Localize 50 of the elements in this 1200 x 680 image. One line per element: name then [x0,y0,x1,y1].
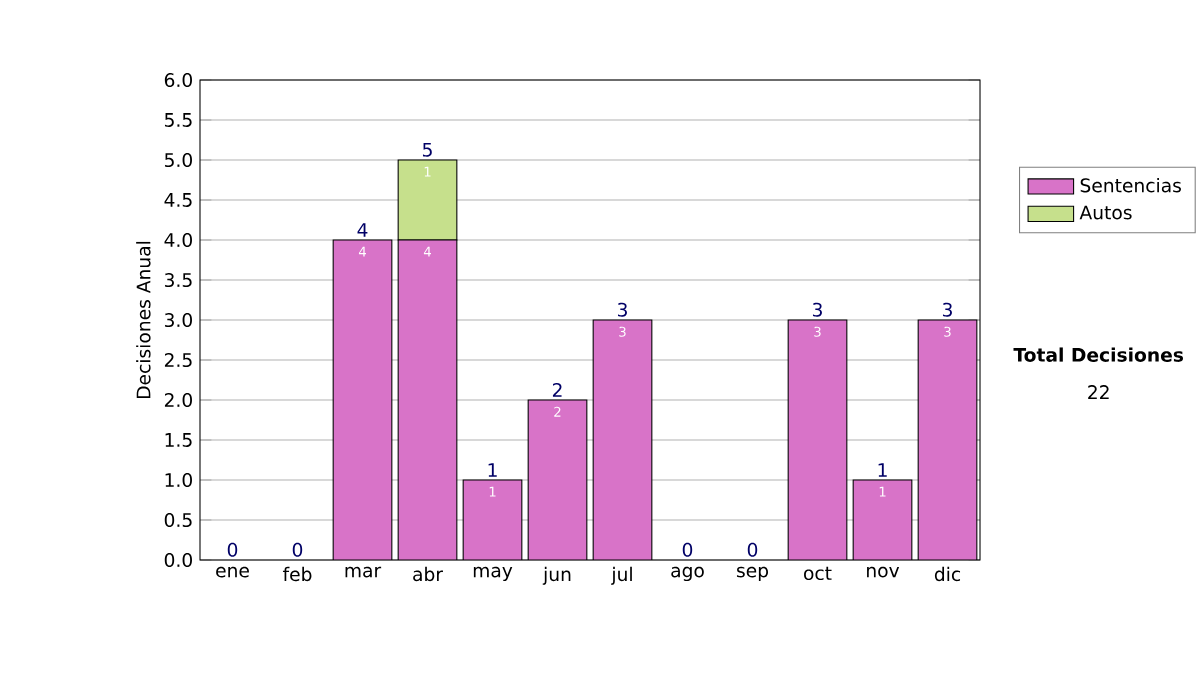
y-tick-label: 4.0 [164,232,192,248]
y-tick-label: 5.5 [164,113,192,127]
y-tick-label: 0.5 [164,512,192,528]
y-tick-label: 0.0 [164,552,192,568]
x-tick-label: mar [345,566,382,578]
bar [463,480,522,560]
y-tick-label: 4.5 [164,193,192,207]
y-tick-label: 2.0 [164,392,192,408]
text: 22 [1088,385,1109,399]
total-label: 1 [488,463,497,477]
total-label: 0 [682,542,693,557]
total-label: 0 [747,542,758,557]
y-tick-label: 1.0 [165,472,192,488]
y-tick-label: 3.0 [164,312,192,328]
total-label: 5 [422,142,432,157]
x-tick-label: jun [542,566,571,585]
x-tick-label: ene [216,566,249,578]
x-tick-label: jul [611,566,632,585]
legend-label: Autos [1079,205,1132,220]
bar [852,479,913,560]
legend-label: Sentencias [1080,177,1181,193]
total-label: 0 [227,542,238,557]
total-label: 0 [292,542,303,557]
bar [787,319,848,560]
x-tick-label: sep [736,566,769,582]
bar [333,240,392,560]
x-tick-label: may [473,566,513,582]
total-label: 3 [618,302,627,317]
x-tick-label: ago [671,566,704,582]
y-tick-label: 5.0 [164,152,192,168]
x-tick-label: abr [413,566,443,582]
bar [528,400,587,560]
text: Total Decisiones [1013,347,1184,362]
y-tick-label: 2.5 [164,352,192,368]
x-tick-label: oct [804,566,832,581]
x-tick-label: nov [867,566,900,578]
bar [398,240,457,560]
total-label: 4 [357,223,368,237]
y-tick-label: 3.5 [164,272,192,288]
y-tick-label: 6.0 [164,72,192,88]
total-label: 3 [942,302,952,317]
total-label: 3 [812,302,822,317]
total-label: 2 [552,382,562,397]
y-tick-label: 1.5 [165,433,192,447]
x-tick-label: feb [282,566,312,582]
total-label: 1 [878,463,887,477]
x-tick-label: dic [934,566,961,582]
y-axis-title: Decisiones Anual [136,241,151,398]
bar [917,319,978,560]
bar [593,320,652,560]
